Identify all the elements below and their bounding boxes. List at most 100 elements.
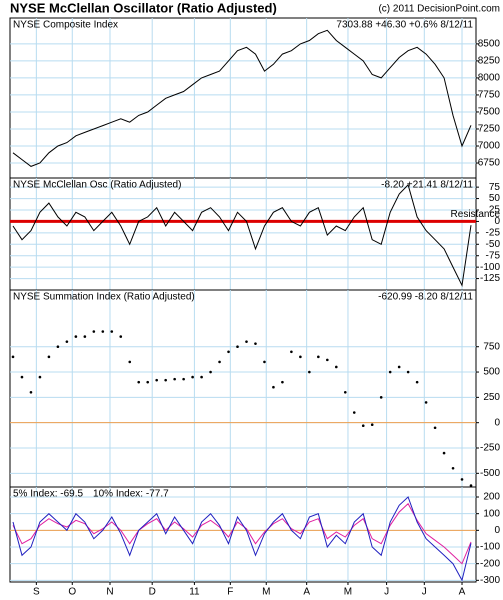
data-dot [200, 375, 203, 379]
data-dot [469, 484, 473, 487]
x-tick-label: S [33, 587, 40, 598]
data-dot [209, 370, 212, 374]
x-tick-label: J [422, 587, 427, 598]
y-tick-label: -125 [480, 273, 500, 284]
data-line [12, 183, 472, 288]
data-dot [92, 330, 96, 333]
x-tick-label: A [459, 587, 466, 598]
x-tick-label: 11 [189, 587, 200, 598]
x-tick-label: D [149, 587, 156, 598]
data-line [12, 29, 472, 167]
y-tick-label: 75 [489, 182, 501, 193]
y-tick-label: -200 [480, 558, 500, 569]
data-dot [290, 350, 293, 354]
data-line [12, 496, 472, 582]
y-tick-label: -300 [480, 575, 500, 586]
data-line [12, 502, 472, 565]
data-dot [227, 350, 230, 354]
panel-info: -8.20 +21.41 8/12/11 [381, 180, 473, 191]
y-tick-label: 500 [483, 367, 500, 378]
data-dot [388, 370, 392, 374]
y-tick-label: 50 [489, 193, 501, 204]
x-tick-label: F [227, 587, 233, 598]
y-tick-label: 8250 [478, 56, 501, 67]
y-tick-label: 200 [483, 492, 500, 503]
data-dot [352, 411, 356, 414]
x-tick-label: M [344, 587, 352, 598]
data-dot [415, 380, 419, 384]
panel-info: -620.99 -8.20 8/12/11 [378, 292, 473, 303]
y-tick-label: -250 [480, 443, 500, 454]
y-tick-label: 7500 [478, 107, 501, 118]
data-dot [65, 340, 69, 343]
x-tick-label: J [384, 587, 389, 598]
y-tick-label: -100 [480, 262, 500, 273]
data-dot [343, 390, 347, 394]
data-dot [128, 360, 132, 364]
data-dot [334, 365, 338, 369]
data-dot [272, 385, 275, 389]
data-dot [146, 380, 150, 384]
y-tick-label: 8500 [478, 39, 501, 50]
data-dot [119, 335, 123, 338]
data-dot [361, 424, 365, 428]
chart-title: NYSE McClellan Oscillator (Ratio Adjuste… [10, 0, 277, 15]
y-tick-label: 100 [483, 508, 500, 519]
panel-info: 7303.88 +46.30 +0.6% 8/12/11 [336, 20, 473, 31]
y-tick-label: 7250 [478, 124, 501, 135]
data-dot [218, 360, 221, 364]
y-tick-label: 7750 [478, 90, 501, 101]
data-dot [29, 390, 33, 394]
data-dot [101, 330, 105, 333]
data-dot [433, 426, 437, 430]
y-tick-label: 250 [483, 392, 500, 403]
data-dot [451, 466, 455, 470]
data-dot [137, 380, 141, 384]
y-tick-label: -500 [480, 468, 500, 479]
y-tick-label: -100 [480, 542, 500, 553]
data-dot [173, 377, 176, 381]
data-dot [83, 335, 87, 338]
data-dot [110, 330, 114, 333]
data-dot [326, 358, 329, 362]
y-tick-label: 750 [483, 341, 500, 352]
data-dot [442, 451, 446, 455]
y-tick-label: 8000 [478, 73, 501, 84]
x-tick-label: N [106, 587, 113, 598]
data-dot [38, 375, 42, 379]
credit: (c) 2011 DecisionPoint.com [378, 4, 500, 15]
panel-label: NYSE Composite Index [13, 20, 118, 31]
panel-frame [9, 486, 477, 583]
data-dot [263, 360, 266, 364]
data-dot [182, 377, 185, 381]
data-dot [299, 355, 302, 359]
y-tick-label: -25 [486, 227, 501, 238]
data-dot [317, 355, 320, 359]
y-tick-label: 7000 [478, 141, 501, 152]
data-dot [460, 478, 464, 481]
data-dot [379, 396, 383, 399]
data-dot [397, 365, 401, 369]
data-dot [155, 378, 158, 382]
y-tick-label: 0 [494, 417, 500, 428]
panel-frame [9, 289, 477, 488]
data-dot [47, 355, 51, 359]
x-tick-label: M [262, 587, 270, 598]
panel-frame [9, 177, 477, 291]
data-dot [370, 423, 374, 427]
data-dot [245, 340, 248, 343]
y-tick-label: 0 [494, 525, 500, 536]
data-dot [236, 345, 239, 349]
y-tick-label: -50 [486, 239, 501, 250]
data-dot [164, 378, 167, 382]
panel-label: NYSE McClellan Osc (Ratio Adjusted) [13, 180, 181, 191]
y-tick-label: 6750 [478, 158, 501, 169]
x-tick-label: O [68, 587, 76, 598]
legend-entry: 10% Index: -77.7 [93, 489, 169, 500]
data-dot [254, 342, 257, 345]
data-dot [56, 345, 60, 349]
panel-frame [9, 17, 477, 179]
data-dot [308, 370, 311, 374]
